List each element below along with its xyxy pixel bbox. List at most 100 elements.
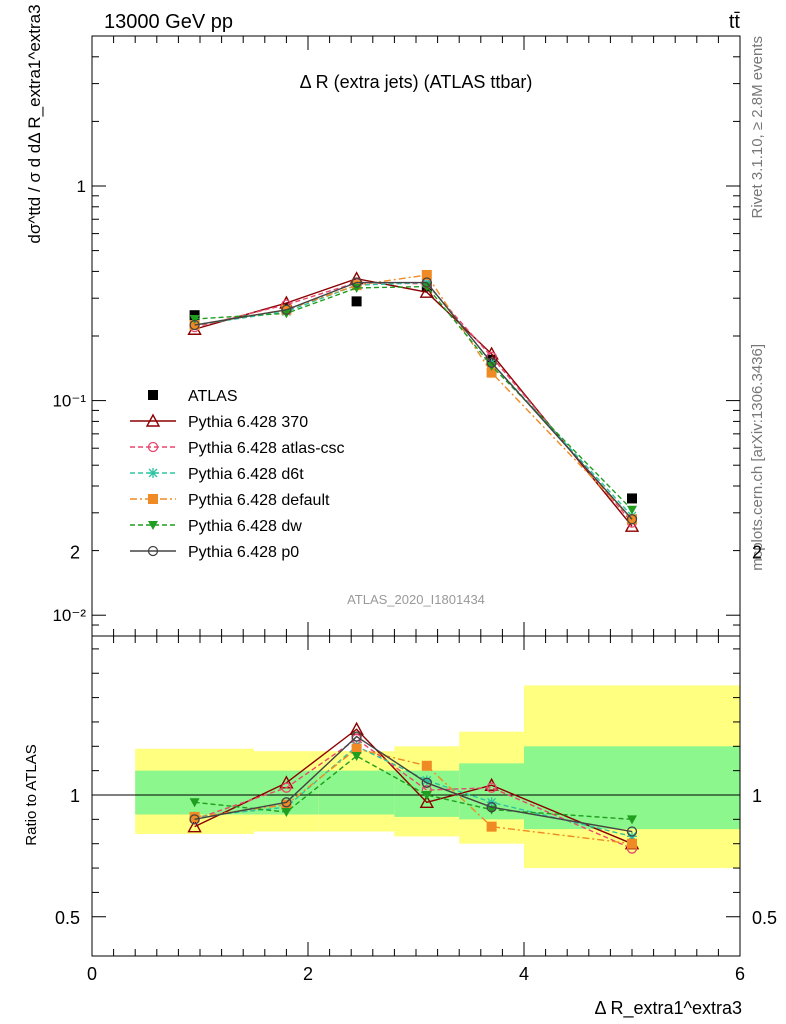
legend-label: ATLAS [188, 388, 238, 405]
ratio-band-inner [318, 770, 395, 815]
main-point-pythia-6-428-p0 [626, 514, 638, 525]
legend-marker [147, 545, 159, 557]
x-tick-label: 0 [87, 964, 97, 984]
ratio-line-pythia-6-428-default [194, 747, 633, 845]
ratio-point-pythia-6-428-p0 [486, 802, 497, 813]
ratio-series-pythia-6-428-default [189, 743, 637, 849]
legend-entry-pythia-6-428-p0: Pythia 6.428 p0 [130, 544, 299, 561]
energy-label: 13000 GeV pp [104, 11, 233, 33]
ratio-point-pythia-6-428-p0 [421, 777, 432, 788]
main-line-pythia-6-428-370 [194, 277, 633, 527]
main-line-pythia-6-428-d6t [194, 281, 633, 517]
x-tick-label: 4 [519, 964, 529, 984]
ratio-ticks: 0.5 0.5 1 1 2 2 0 2 4 6 [55, 543, 777, 985]
main-y-axis-label: dσ^ttd / σ d dΔ R_extra1^extra3 [25, 4, 44, 243]
main-point-pythia-6-428-p0 [189, 319, 200, 331]
ratio-point-pythia-6-428-atlas-csc [281, 782, 292, 793]
ratio-point-pythia-6-428-p0 [626, 826, 638, 837]
legend-label: Pythia 6.428 default [188, 492, 330, 509]
main-point-pythia-6-428-dw [627, 505, 637, 515]
ratio-y-tick-label: 1 [70, 786, 80, 806]
legend-marker [148, 494, 158, 504]
ratio-point-pythia-6-428-dw [627, 815, 637, 825]
ratio-point-pythia-6-428-d6t [421, 775, 432, 786]
legend-marker [148, 468, 158, 478]
legend-label: Pythia 6.428 d6t [188, 466, 304, 483]
legend-label: Pythia 6.428 dw [188, 518, 302, 535]
main-y-tick-label: 1 [77, 177, 86, 196]
ratio-band-inner [524, 746, 740, 830]
main-line-pythia-6-428-p0 [194, 281, 633, 520]
ratio-line-pythia-6-428-370 [194, 728, 633, 845]
ratio-point-pythia-6-428-default [486, 821, 497, 832]
legend-marker [147, 441, 159, 453]
watermark-label: ATLAS_2020_I1801434 [347, 592, 485, 607]
main-point-pythia-6-428-p0 [421, 277, 432, 288]
legend-entry-pythia-6-428-d6t: Pythia 6.428 d6t [130, 466, 304, 483]
ratio-point-pythia-6-428-370 [187, 819, 202, 833]
main-title: Δ R (extra jets) (ATLAS ttbar) [300, 72, 533, 92]
legend-marker [145, 413, 161, 427]
ratio-y-tick-label: 0.5 [55, 908, 80, 928]
ratio-point-pythia-6-428-dw [281, 808, 292, 818]
main-series-pythia-6-428-default [189, 269, 637, 525]
x-tick-label: 2 [303, 964, 313, 984]
main-series-pythia-6-428-p0 [189, 277, 638, 525]
legend: ATLAS Pythia 6.428 370 Pythia 6.428 atlas-… [130, 388, 345, 561]
legend-entry-pythia-6-428-atlas-csc: Pythia 6.428 atlas-csc [130, 440, 345, 457]
main-point-pythia-6-428-dw [486, 361, 497, 371]
ratio-point-pythia-6-428-370 [419, 794, 434, 809]
legend-label: Pythia 6.428 atlas-csc [188, 440, 345, 457]
main-series-group [187, 269, 640, 532]
ratio-series-pythia-6-428-p0 [189, 731, 638, 837]
main-point-atlas [351, 296, 362, 307]
ratio-point-pythia-6-428-atlas-csc [486, 782, 497, 793]
main-point-pythia-6-428-default [486, 367, 497, 378]
legend-label: Pythia 6.428 p0 [188, 544, 299, 561]
main-point-pythia-6-428-dw [189, 315, 200, 325]
main-y-tick-label: 10⁻² [52, 606, 86, 625]
legend-marker [148, 521, 158, 530]
main-line-pythia-6-428-dw [194, 285, 633, 511]
ratio-point-pythia-6-428-default [189, 811, 200, 822]
legend-entry-pythia-6-428-dw: Pythia 6.428 dw [130, 518, 302, 535]
process-label: tt̄ [729, 11, 741, 33]
ratio-line-pythia-6-428-p0 [194, 735, 633, 833]
ratio-y-tick-label: 2 [70, 543, 80, 563]
x-axis-label: Δ R_extra1^extra3 [594, 998, 742, 1019]
ratio-point-pythia-6-428-default [421, 760, 432, 771]
ratio-y-tick-label-right: 0.5 [752, 908, 777, 928]
ratio-line-pythia-6-428-d6t [194, 745, 633, 838]
main-point-pythia-6-428-370 [419, 284, 434, 298]
x-tick-label: 6 [735, 964, 745, 984]
ratio-y-tick-label-right: 2 [752, 543, 762, 563]
main-series-pythia-6-428-dw [189, 282, 637, 515]
ratio-point-pythia-6-428-default [281, 799, 292, 810]
main-point-pythia-6-428-default [421, 269, 432, 280]
main-point-pythia-6-428-p0 [281, 304, 292, 315]
ratio-point-pythia-6-428-p0 [189, 814, 200, 825]
ratio-point-pythia-6-428-default [351, 743, 362, 754]
legend-marker [148, 390, 158, 400]
legend-entry-atlas: ATLAS [148, 388, 238, 405]
legend-entry-pythia-6-428-default: Pythia 6.428 default [130, 492, 330, 509]
side-label-top: Rivet 3.1.10, ≥ 2.8M events [749, 36, 766, 219]
main-y-ticks: 10⁻² 10⁻¹ 1 [52, 35, 741, 637]
ratio-point-pythia-6-428-dw [189, 798, 200, 808]
ratio-bands [135, 685, 740, 869]
ratio-point-pythia-6-428-dw [351, 752, 362, 762]
ratio-point-pythia-6-428-default [627, 838, 637, 849]
main-point-pythia-6-428-p0 [351, 277, 362, 288]
ratio-line-pythia-6-428-atlas-csc [194, 738, 633, 850]
legend-label: Pythia 6.428 370 [188, 414, 308, 431]
ratio-band-inner [135, 770, 254, 815]
ratio-point-pythia-6-428-p0 [351, 731, 362, 742]
main-point-atlas [627, 493, 637, 504]
ratio-panel: 0.5 0.5 1 1 2 2 0 2 4 6 Ratio to ATLAS Δ R_extra1… [23, 543, 777, 1020]
main-point-pythia-6-428-p0 [486, 357, 497, 368]
side-label-bottom: mcplots.cern.ch [arXiv:1306.3436] [749, 344, 766, 571]
ratio-series-group [187, 721, 640, 854]
ratio-y-tick-label-right: 1 [752, 786, 762, 806]
ratio-y-axis-label: Ratio to ATLAS [23, 744, 40, 845]
